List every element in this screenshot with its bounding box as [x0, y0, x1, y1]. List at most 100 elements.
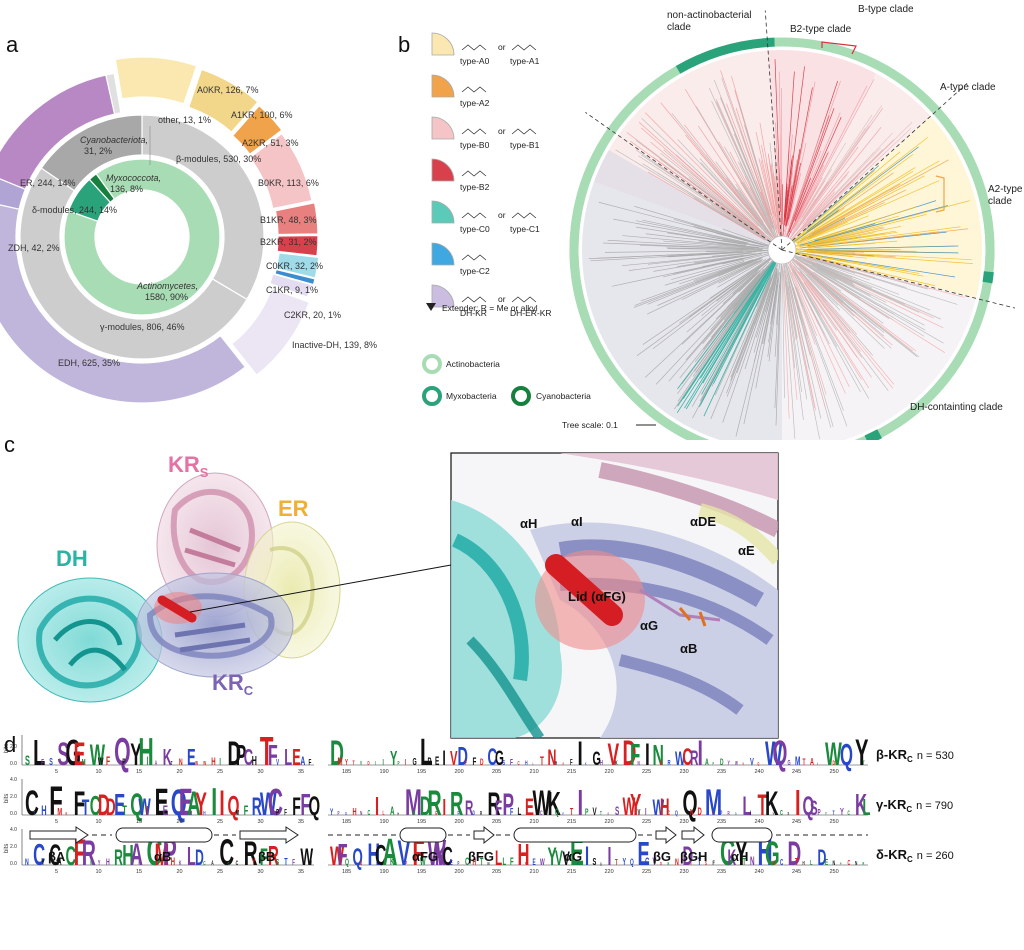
logo-x-tick-right: 225 — [642, 819, 651, 825]
structure-sketch-alt — [512, 297, 536, 302]
logo-x-tick-right: 235 — [717, 869, 726, 875]
logo-letter: Q — [555, 806, 559, 817]
ae-label: αE — [738, 543, 755, 558]
logo-letter: Y — [98, 860, 101, 867]
logo-letter: D — [473, 810, 476, 817]
logo-letter: L — [518, 805, 522, 817]
legend-item-label: type-B2 — [460, 182, 490, 192]
logo-letter: Y — [840, 805, 844, 817]
logo-letter: F — [41, 759, 44, 768]
logo-letter: S — [25, 754, 30, 769]
logo-letter: V — [276, 759, 279, 768]
logo-letter: L — [33, 735, 45, 774]
logo-x-tick-right: 220 — [605, 769, 614, 775]
logo-x-tick-right: 195 — [417, 819, 426, 825]
legend-sector-icon — [432, 33, 454, 55]
logo-letter: L — [187, 843, 196, 872]
logo-y-tick: 4.0 — [10, 777, 17, 783]
logo-letter: W — [540, 856, 545, 867]
logo-x-tick-right: 210 — [530, 819, 539, 825]
krs-label: KRS — [168, 452, 209, 480]
logo-letter: G — [228, 860, 230, 866]
logo-letter: T — [803, 758, 806, 768]
logo-letter: D — [735, 811, 737, 816]
logo-letter: F — [713, 860, 716, 867]
logo-letter: L — [284, 744, 292, 770]
logo-x-tick-left: 20 — [177, 769, 183, 775]
logo-letter: R — [450, 784, 464, 822]
sequence-logo-figure: bits4.02.00.0SLFSSGEMWWFQPYHIAKTNEWWHIDP… — [0, 735, 1024, 945]
logo-letter: R — [668, 759, 671, 768]
logo-row-0: bits4.02.00.0SLFSSGEMWWFQPYHIAKTNEWWHIDP… — [4, 735, 954, 775]
logo-letter: H — [41, 804, 46, 819]
logo-letter: M — [82, 759, 86, 768]
logo-letter: C — [848, 860, 851, 867]
zoom-inset: αH αI αDE αE Lid (αFG) αG αB — [451, 453, 778, 740]
overview-structure: KRS ER DH KRC — [18, 452, 451, 702]
logo-letter: Y — [195, 785, 207, 822]
logo-x-tick-right: 195 — [417, 869, 426, 875]
logo-letter: T — [33, 810, 35, 816]
logo-letter: C — [645, 855, 650, 867]
myxobacteria-ring-icon — [424, 388, 440, 404]
logo-x-tick-left: 30 — [258, 769, 264, 775]
logo-x-tick-right: 190 — [380, 869, 389, 875]
logo-letter: K — [179, 860, 182, 867]
logo-letter: E — [292, 744, 300, 770]
logo-x-tick-left: 25 — [217, 869, 223, 875]
logo-letter: I — [375, 760, 376, 766]
logo-letter: F — [292, 859, 295, 868]
logo-letter: I — [147, 805, 149, 819]
b-type-clade-label: B-type clade — [858, 4, 914, 15]
ade-label: αDE — [690, 514, 716, 529]
logo-letter: R — [480, 810, 482, 816]
structure-sketch — [462, 213, 486, 218]
actinobacteria-label: Actinobacteria — [446, 359, 500, 369]
logo-letter: M — [705, 783, 722, 824]
ss-alpha-fg-helix — [400, 828, 446, 842]
logo-letter: S — [49, 756, 53, 767]
logo-x-tick-right: 245 — [792, 769, 801, 775]
logo-letter: Y — [728, 760, 731, 767]
logo-x-tick-right: 205 — [492, 819, 501, 825]
a-type-clade-label: A-type clade — [940, 82, 996, 93]
krc-label: KRC — [212, 670, 254, 698]
logo-letter: W — [309, 860, 312, 867]
logo-letter: N — [525, 860, 527, 866]
logo-letter: V — [90, 860, 93, 867]
logo-letter: Q — [345, 856, 349, 867]
logo-x-tick-right: 215 — [567, 769, 576, 775]
logo-letter: E — [435, 754, 439, 768]
logo-letter: C — [203, 860, 206, 867]
logo-letter: P — [458, 860, 460, 866]
logo-letter: A — [390, 805, 395, 817]
logo-letter: D — [720, 758, 724, 768]
logo-letter: K — [66, 810, 68, 816]
logo-letter: H — [106, 856, 110, 867]
logo-letter: P — [122, 756, 125, 767]
ab-label: αB — [680, 641, 697, 656]
logo-x-tick-right: 200 — [455, 869, 464, 875]
logo-letter: M — [795, 755, 800, 769]
logo-letter: N — [690, 809, 693, 818]
logo-letter: W — [195, 760, 198, 766]
logo-x-tick-right: 235 — [717, 819, 726, 825]
logo-y-tick: 0.0 — [10, 811, 17, 817]
logo-letter: W — [735, 760, 738, 766]
ss-label-right-2: αG — [564, 849, 582, 864]
legend-or-text: or — [498, 42, 506, 52]
logo-letter: F — [713, 761, 715, 766]
logo-letter: E — [163, 804, 168, 819]
logo-x-tick-right: 240 — [755, 819, 764, 825]
logo-letter: H — [171, 855, 175, 867]
logo-letter: F — [510, 759, 513, 768]
logo-x-tick-right: 195 — [417, 769, 426, 775]
logo-letter: F — [309, 759, 312, 768]
logo-x-tick-right: 230 — [680, 869, 689, 875]
logo-letter: M — [413, 810, 416, 817]
logo-x-tick-left: 15 — [136, 819, 142, 825]
